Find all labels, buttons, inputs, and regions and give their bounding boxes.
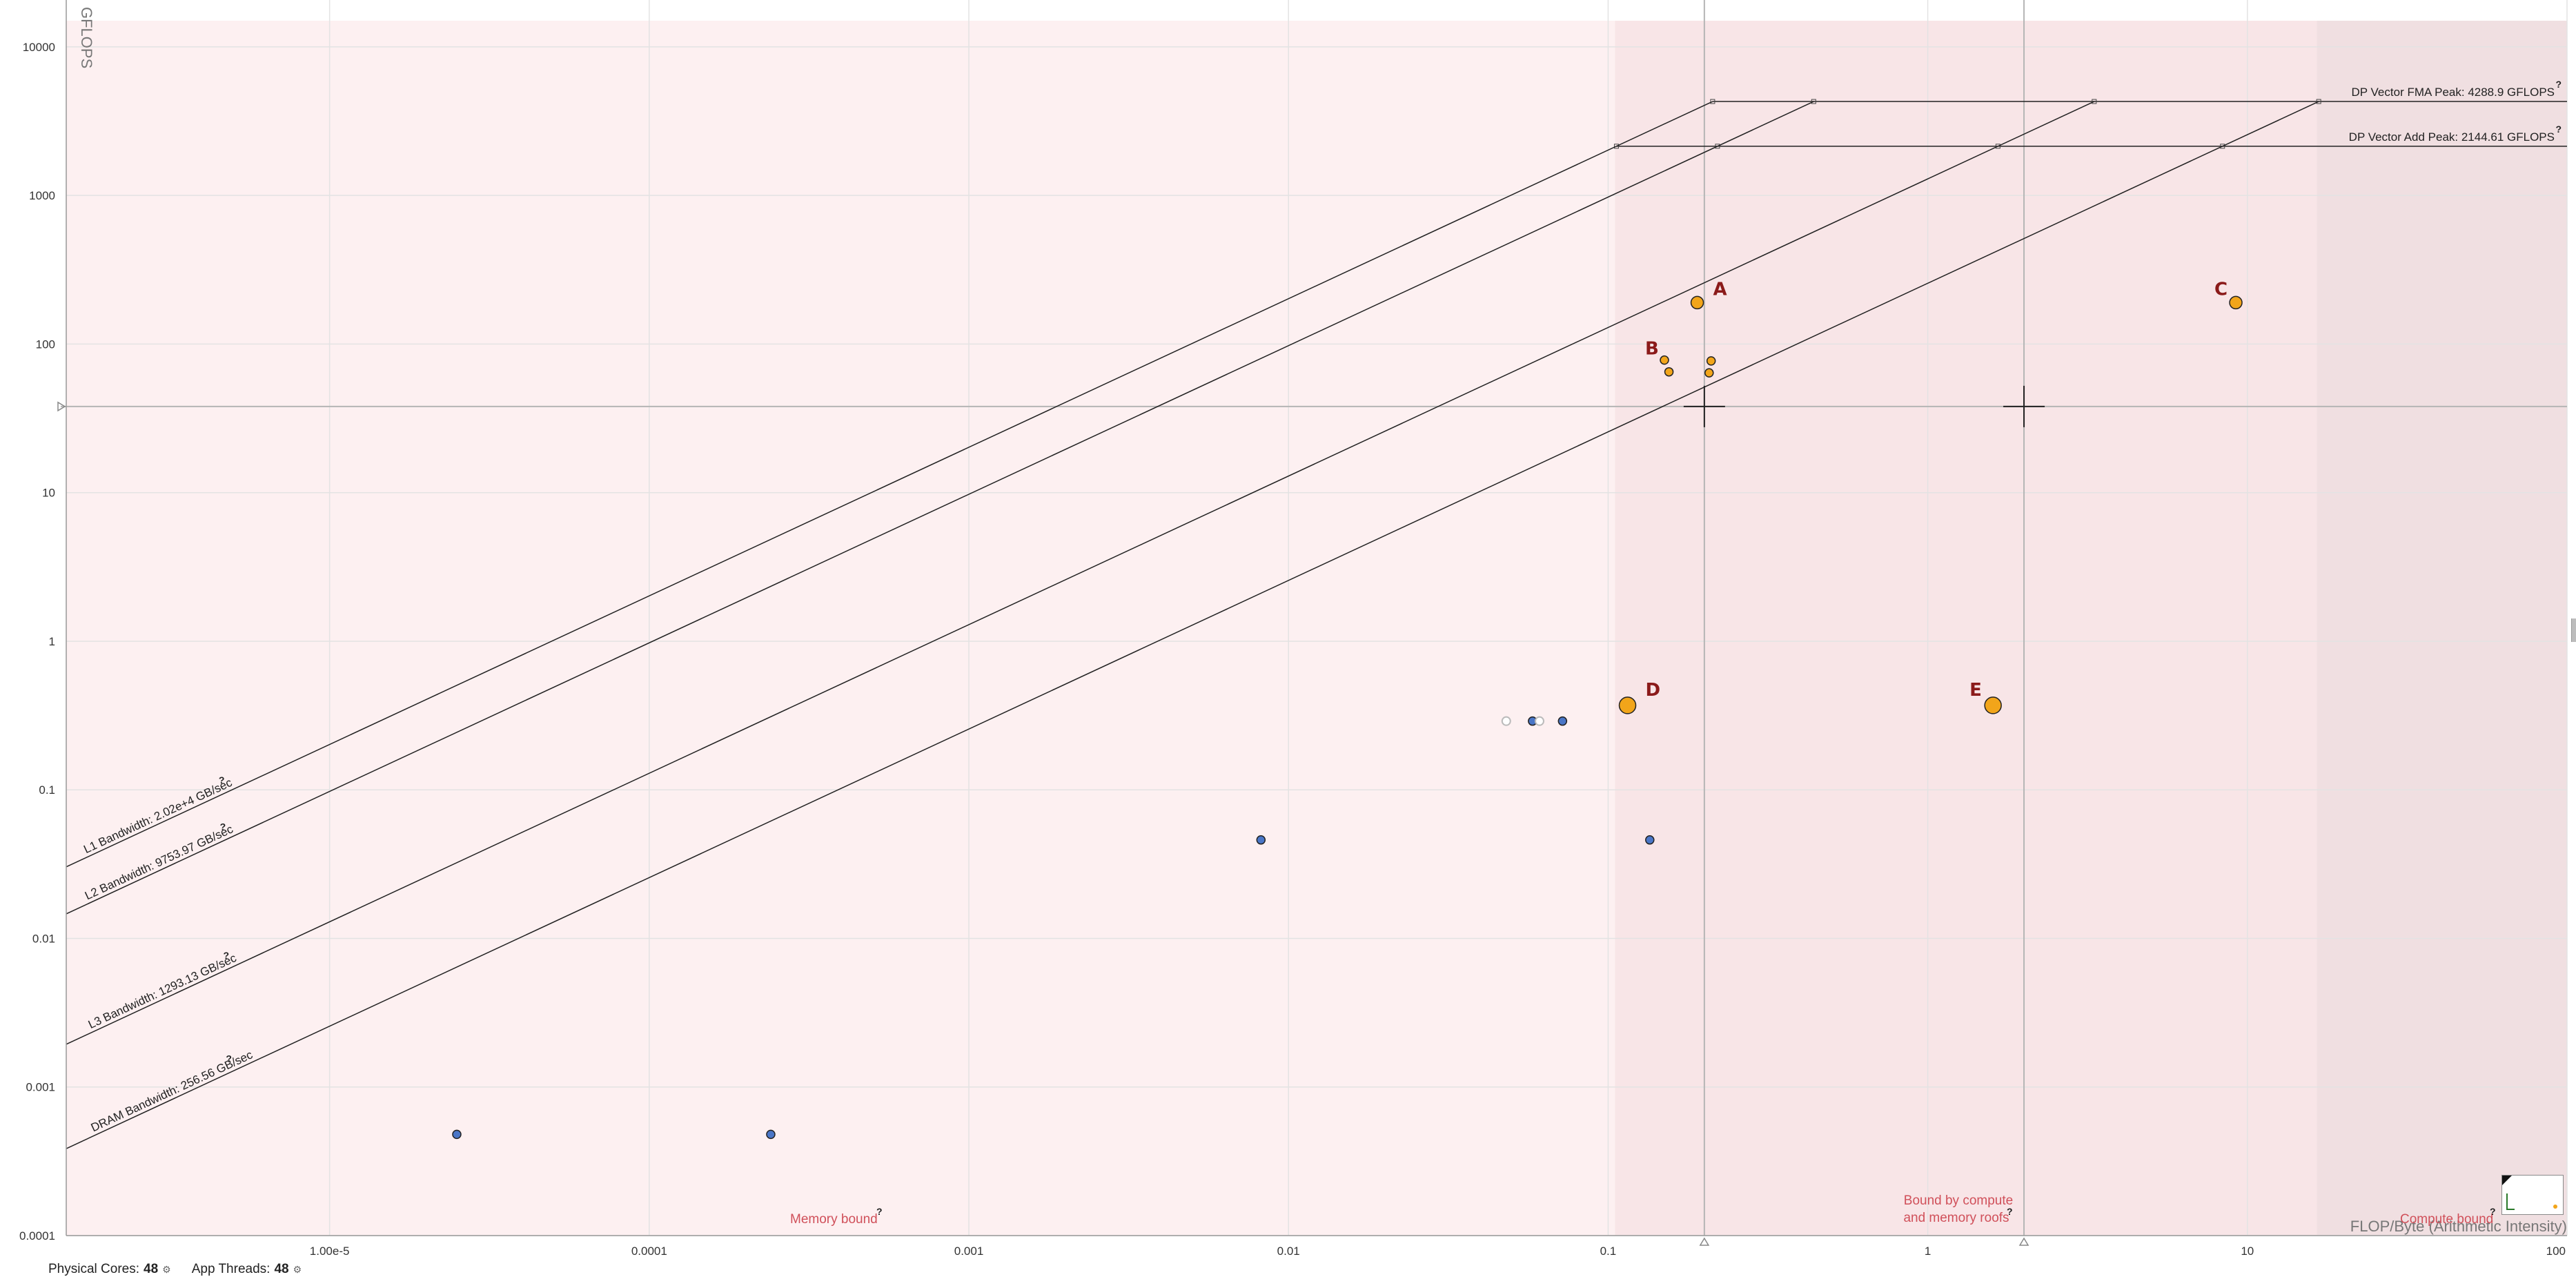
data-point [1534, 716, 1544, 726]
threads-value: 48 [274, 1262, 289, 1276]
x-axis-title: FLOP/Byte (Arithmetic Intensity) [2350, 1218, 2567, 1235]
x-tick-label: 0.0001 [631, 1245, 667, 1258]
zones-layer [66, 21, 2567, 1236]
x-tick-label: 0.001 [954, 1245, 984, 1258]
data-point [1664, 367, 1674, 377]
x-tick-label: 10 [2241, 1245, 2254, 1258]
data-point [1501, 716, 1511, 726]
zone-label-memory: Memory bound [790, 1212, 878, 1227]
y-tick-label: 0.0001 [19, 1229, 55, 1242]
x-marker-icon [2018, 1237, 2029, 1246]
cores-group: Physical Cores: 48 ⚙ [48, 1262, 171, 1277]
point-label: E [1969, 680, 1982, 701]
reference-lines-layer [57, 0, 2567, 1246]
zone-2-area [2317, 21, 2567, 1236]
panel-resize-handle[interactable] [2571, 618, 2576, 642]
minimap-corner-icon [2502, 1176, 2512, 1185]
data-point [1557, 716, 1568, 726]
roof-intersection-icon [1811, 99, 1816, 104]
threads-group: App Threads: 48 ⚙ [192, 1262, 302, 1277]
data-point [1984, 696, 2002, 714]
data-point [1706, 356, 1716, 366]
gear-icon[interactable]: ⚙ [162, 1263, 171, 1275]
help-icon: ? [219, 774, 225, 786]
memory-roof-line [66, 101, 2319, 1149]
data-point [766, 1129, 776, 1140]
zone-label-compute-memory: and memory roofs [1903, 1211, 2009, 1225]
roof-intersection-icon [2092, 99, 2097, 104]
labels-layer: GFLOPS FLOP/Byte (Arithmetic Intensity) … [78, 7, 2567, 1235]
x-tick-label: 100 [2546, 1245, 2566, 1258]
roof-intersection-icon [2220, 144, 2225, 149]
y-tick-label: 10 [42, 487, 55, 500]
data-point [452, 1129, 462, 1140]
help-icon: ? [224, 950, 230, 961]
data-point [1704, 368, 1714, 378]
y-tick-label: 0.01 [32, 932, 55, 945]
points-layer [452, 295, 2243, 1140]
data-point [1618, 696, 1637, 714]
point-label: D [1646, 680, 1661, 701]
help-icon: ? [2555, 79, 2562, 90]
minimap-point-icon [2553, 1205, 2557, 1209]
memory-roof-line [66, 101, 1713, 868]
y-tick-label: 100 [36, 338, 55, 351]
axes-layer: 1.00e-5 0.0001 0.001 0.01 0.1 1 10 100 0.0001 0.0… [19, 0, 2567, 1258]
roof-intersection-icon [1710, 99, 1715, 104]
zone-label-compute-memory: Bound by compute [1904, 1193, 2013, 1208]
grid-layer [66, 0, 2568, 1236]
help-icon: ? [2007, 1206, 2013, 1217]
x-marker-icon [1699, 1237, 1710, 1246]
y-tick-label: 0.1 [39, 783, 55, 797]
cores-value: 48 [144, 1262, 159, 1276]
roof-intersection-icon [1613, 144, 1619, 149]
zone-label-compute: Compute bound [2400, 1212, 2493, 1227]
memory-roof-line [66, 101, 1814, 915]
x-tick-label: 0.01 [1277, 1245, 1300, 1258]
x-tick-label: 1.00e-5 [310, 1245, 350, 1258]
compute-roof-label: DP Vector FMA Peak: 4288.9 GFLOPS [2352, 86, 2555, 99]
roof-intersection-icon [1715, 144, 1720, 149]
help-icon: ? [2555, 124, 2562, 135]
point-label: A [1713, 279, 1727, 300]
y-tick-label: 1000 [29, 189, 55, 202]
data-point [1690, 295, 1704, 310]
x-tick-label: 0.1 [1600, 1245, 1617, 1258]
minimap-thumbnail[interactable] [2501, 1175, 2564, 1215]
memory-roof-line [66, 101, 2095, 1045]
help-icon: ? [220, 821, 226, 832]
data-point [2229, 295, 2243, 310]
y-tick-label: 10000 [23, 41, 55, 54]
help-icon: ? [876, 1206, 883, 1217]
y-tick-label: 0.001 [26, 1081, 55, 1094]
help-icon: ? [226, 1053, 232, 1064]
minimap-bars-icon [2506, 1193, 2515, 1210]
y-marker-icon [57, 401, 66, 412]
zone-0-area [66, 21, 1615, 1236]
compute-roof-label: DP Vector Add Peak: 2144.61 GFLOPS [2349, 130, 2555, 144]
threads-label: App Threads: [191, 1262, 271, 1276]
data-point [1256, 835, 1266, 845]
status-bar: Physical Cores: 48 ⚙ App Threads: 48 ⚙ [48, 1262, 302, 1277]
x-tick-label: 1 [1925, 1245, 1931, 1258]
data-point [1660, 355, 1669, 365]
help-icon: ? [2490, 1206, 2496, 1217]
gear-icon[interactable]: ⚙ [293, 1263, 302, 1275]
roof-intersection-icon [2316, 99, 2321, 104]
point-label: B [1645, 339, 1659, 360]
y-tick-label: 1 [49, 635, 55, 648]
data-point [1645, 835, 1655, 845]
roof-intersection-icon [1995, 144, 2000, 149]
zone-1-area [1615, 21, 2317, 1236]
y-axis-title: GFLOPS [78, 7, 95, 68]
point-label: C [2214, 279, 2228, 300]
cores-label: Physical Cores: [48, 1262, 139, 1276]
